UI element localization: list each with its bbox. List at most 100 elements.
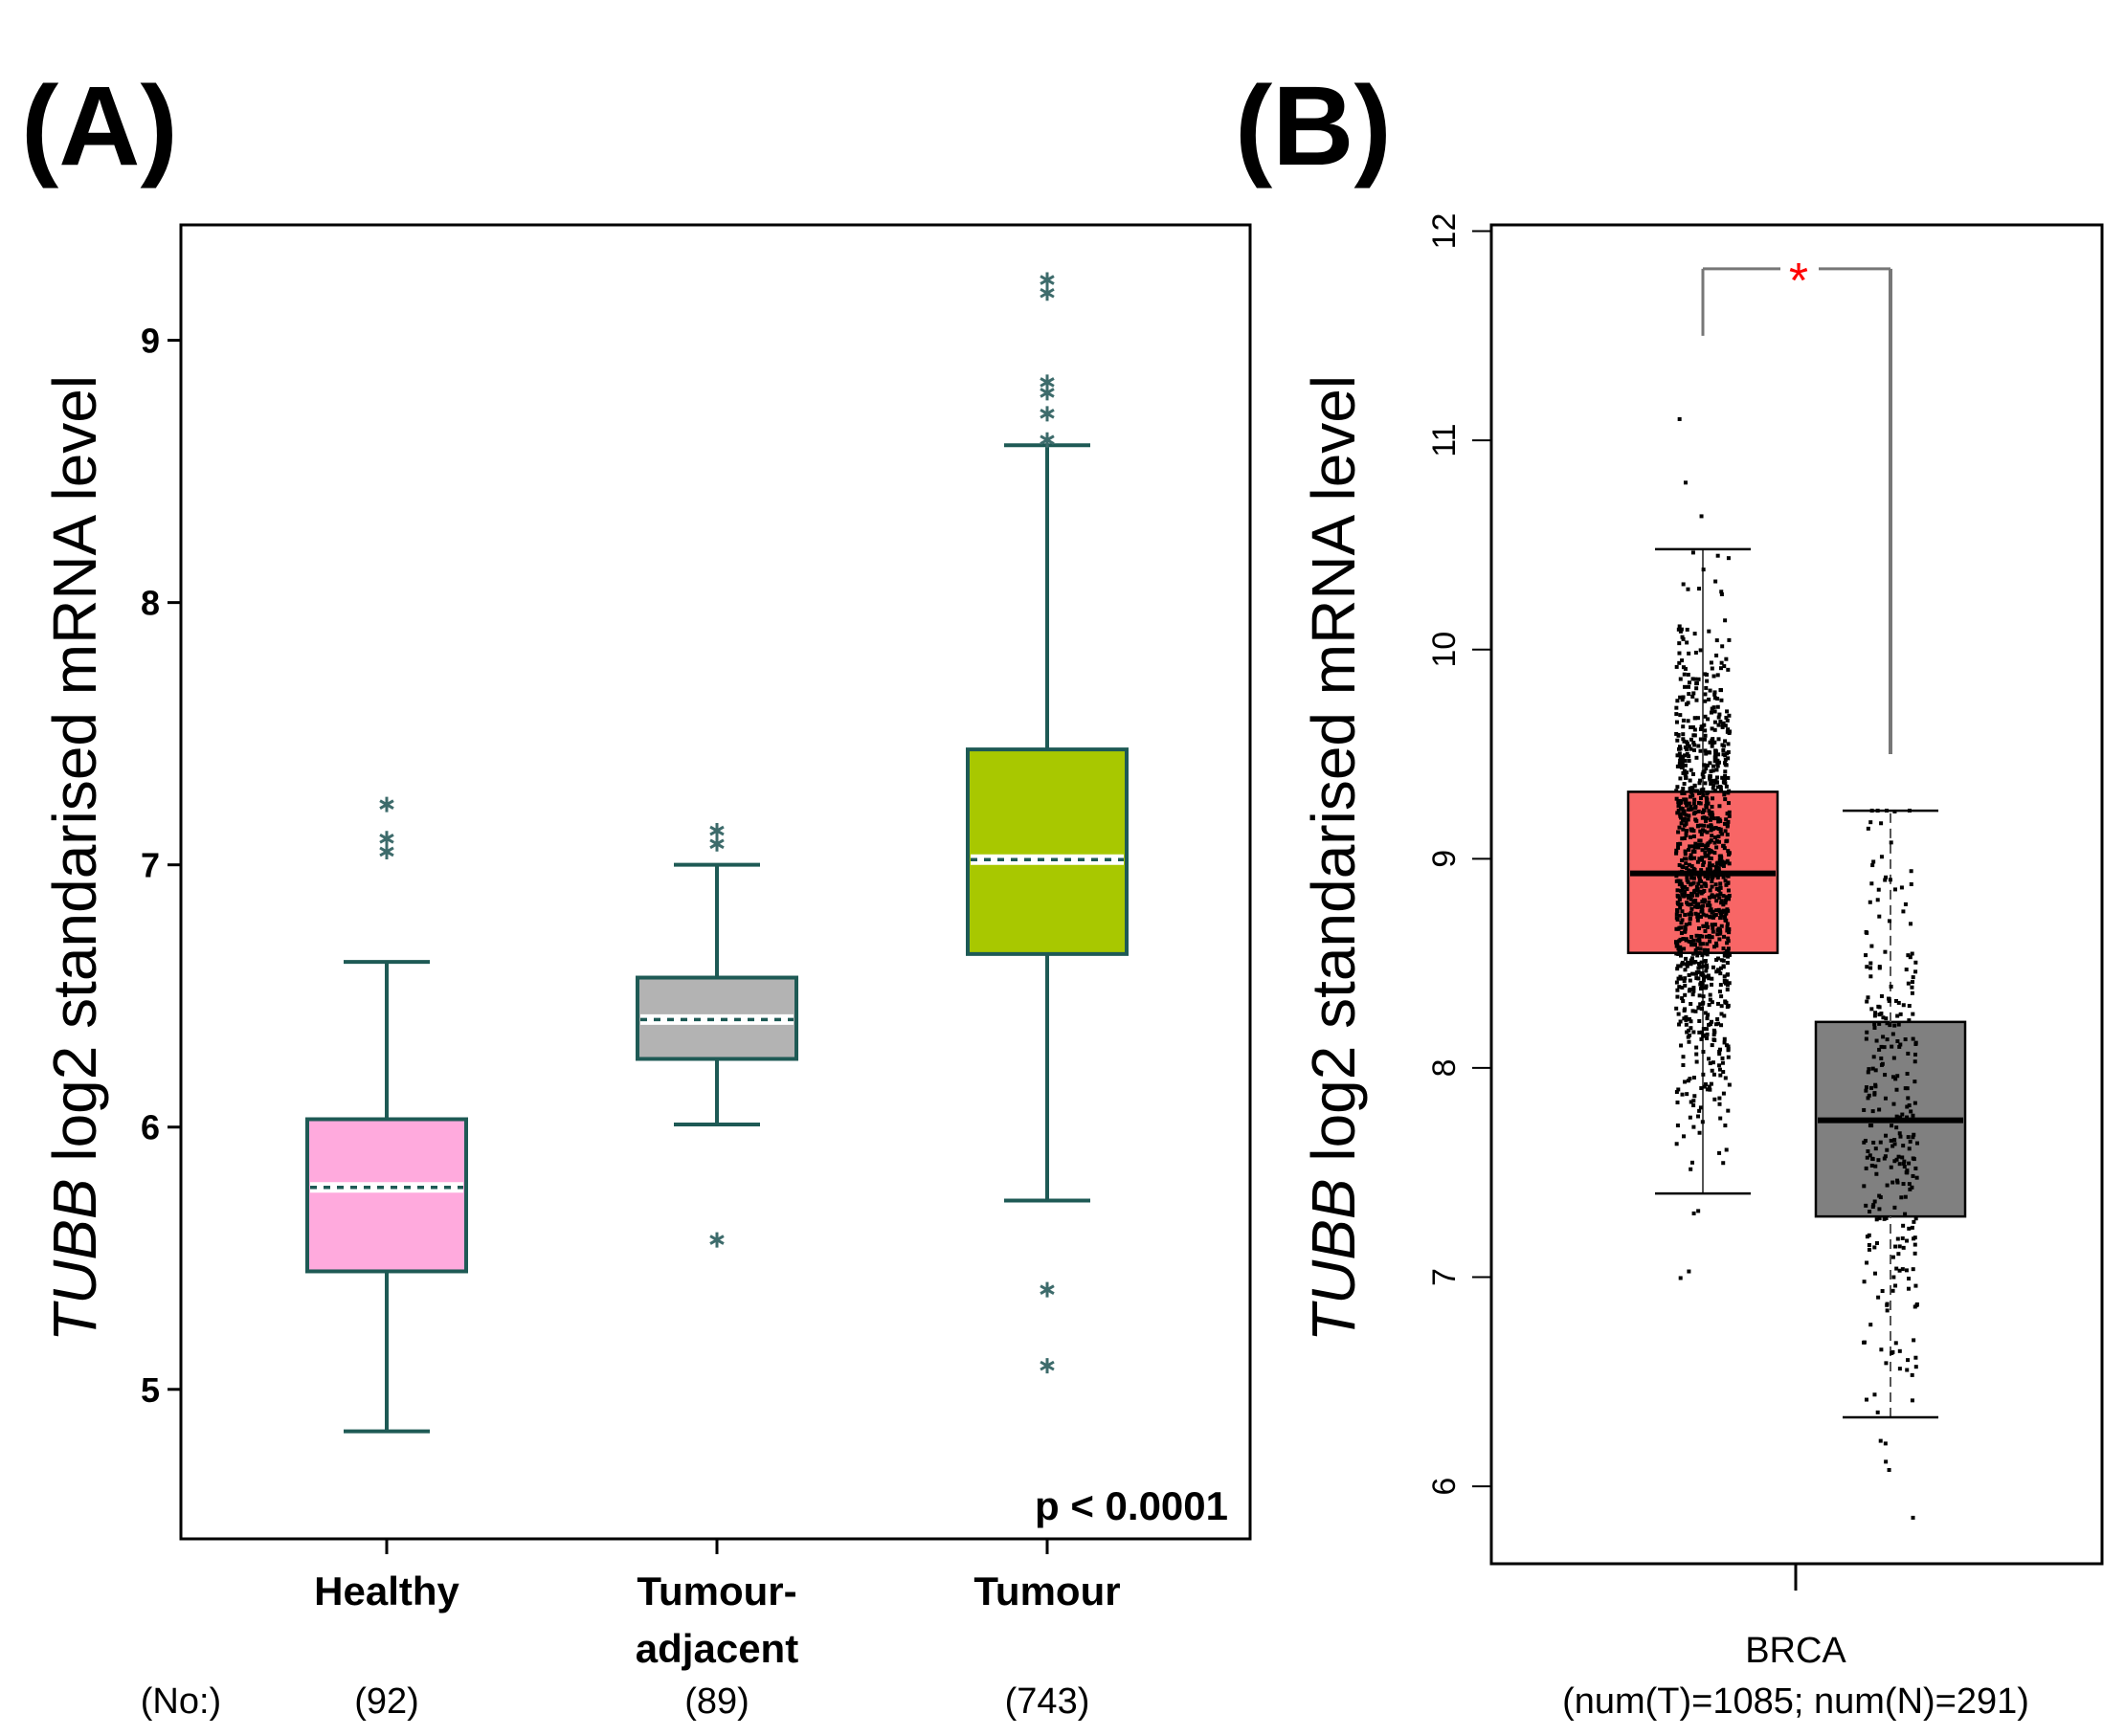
data-point (1674, 796, 1679, 801)
data-point (1864, 953, 1868, 958)
data-point (1713, 752, 1718, 757)
data-point (1721, 752, 1726, 757)
data-point (1909, 869, 1913, 874)
data-point (1707, 1022, 1711, 1027)
data-point (1687, 972, 1691, 977)
data-point (1884, 1215, 1889, 1220)
data-point (1676, 732, 1681, 737)
data-point (1907, 1161, 1912, 1166)
data-point (1698, 934, 1703, 939)
data-point (1722, 1013, 1727, 1018)
data-point (1693, 911, 1698, 916)
data-point (1678, 937, 1683, 942)
data-point (1709, 660, 1713, 665)
data-point (1726, 727, 1731, 732)
data-point (1877, 1107, 1882, 1112)
data-point (1698, 778, 1703, 783)
data-point (1723, 777, 1728, 782)
data-point (1908, 955, 1912, 960)
data-point (1864, 1397, 1868, 1402)
data-point (1682, 1134, 1687, 1139)
data-point (1689, 962, 1693, 967)
data-point (1697, 790, 1702, 795)
data-point (1678, 713, 1683, 718)
data-point (1691, 1103, 1696, 1108)
data-point (1674, 731, 1679, 736)
outlier-marker (379, 831, 394, 847)
data-point (1721, 1091, 1726, 1096)
data-point (1890, 1144, 1895, 1148)
data-point (1892, 1159, 1897, 1164)
data-point (1901, 1161, 1906, 1166)
data-point (1684, 1022, 1689, 1027)
data-point (1694, 686, 1699, 691)
data-point (1718, 862, 1723, 867)
data-point (1911, 1267, 1915, 1272)
data-point (1685, 866, 1689, 871)
group-count: (89) (684, 1681, 749, 1722)
data-point (1887, 996, 1891, 1001)
data-point (1681, 582, 1686, 587)
data-point (1711, 816, 1716, 821)
data-point (1682, 768, 1687, 773)
data-point (1685, 627, 1689, 632)
data-point (1880, 1289, 1885, 1294)
data-point (1707, 750, 1711, 755)
data-point (1702, 823, 1707, 828)
data-point (1692, 784, 1697, 789)
data-point (1694, 681, 1699, 686)
data-point (1868, 1124, 1872, 1128)
data-point (1914, 1302, 1919, 1307)
data-point (1677, 624, 1682, 629)
data-point (1913, 1052, 1918, 1057)
data-point (1883, 878, 1888, 882)
data-point (1899, 1195, 1904, 1200)
data-point (1700, 843, 1705, 848)
data-point (1909, 1109, 1913, 1114)
data-point (1868, 961, 1873, 966)
data-point (1679, 947, 1684, 952)
data-point (1722, 934, 1727, 939)
data-point (1870, 1156, 1875, 1161)
data-point (1877, 1216, 1882, 1221)
data-point (1912, 1235, 1917, 1240)
data-point (1719, 860, 1724, 865)
data-point (1710, 879, 1714, 884)
data-point (1865, 1155, 1869, 1160)
data-point (1727, 893, 1732, 898)
data-point (1677, 898, 1682, 902)
data-point (1679, 901, 1684, 906)
data-point (1678, 746, 1683, 751)
data-point (1725, 941, 1730, 946)
data-point (1674, 1142, 1679, 1146)
data-point (1708, 761, 1712, 766)
data-point (1696, 843, 1701, 848)
data-point (1674, 789, 1679, 793)
data-point (1879, 855, 1884, 859)
data-point (1711, 965, 1715, 969)
data-point (1679, 1043, 1684, 1048)
data-point (1683, 968, 1688, 972)
data-point (1693, 805, 1698, 810)
data-point (1691, 834, 1696, 838)
data-point (1695, 859, 1700, 864)
data-point (1725, 709, 1730, 714)
data-point (1895, 1074, 1900, 1079)
data-point (1683, 992, 1688, 997)
outlier-marker (709, 835, 725, 852)
data-point (1901, 909, 1906, 914)
data-point (1721, 744, 1726, 748)
data-point (1717, 928, 1722, 933)
data-point (1723, 860, 1728, 865)
data-point (1719, 660, 1724, 665)
data-point (1682, 739, 1687, 744)
data-point (1680, 886, 1685, 891)
data-point (1690, 677, 1695, 681)
data-point (1907, 1004, 1912, 1009)
plot-frame-b (1489, 223, 2104, 1566)
data-point (1677, 862, 1682, 867)
data-point (1704, 816, 1709, 821)
data-point (1706, 924, 1711, 929)
data-point (1681, 695, 1686, 700)
data-point (1704, 968, 1709, 973)
